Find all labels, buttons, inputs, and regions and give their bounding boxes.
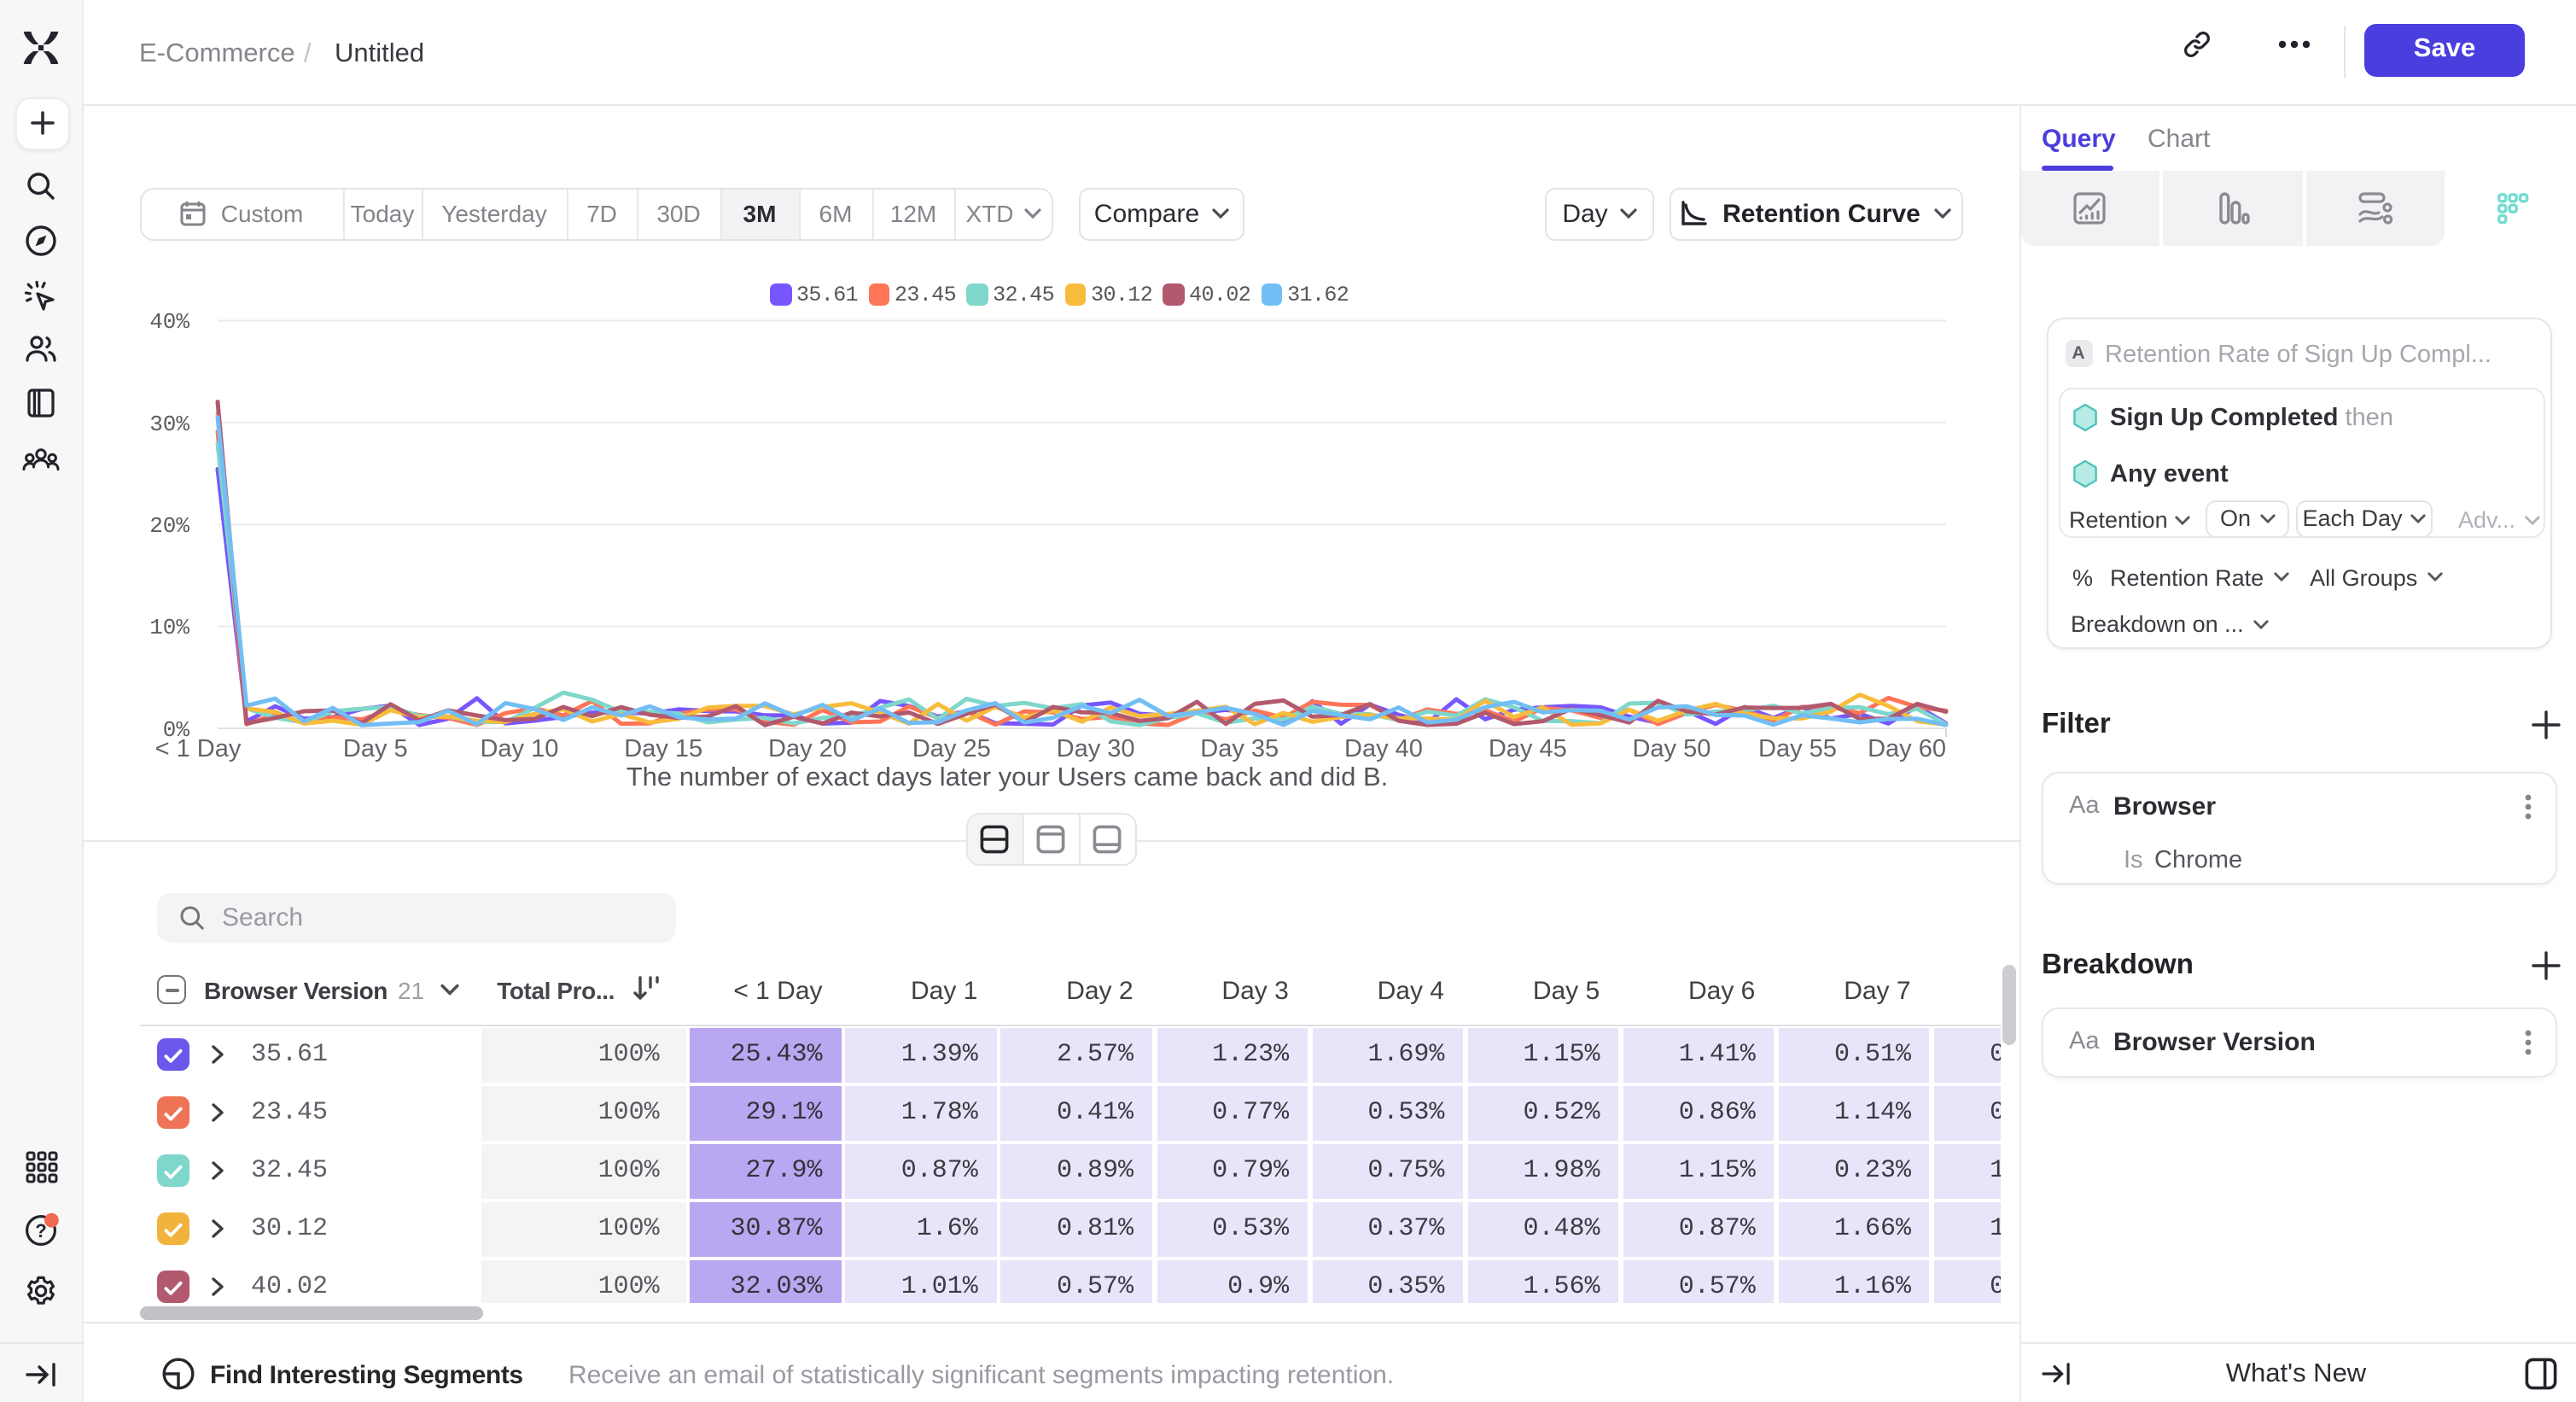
svg-text:< 1 Day: < 1 Day	[155, 735, 242, 762]
svg-text:20%: 20%	[149, 513, 189, 539]
svg-text:30%: 30%	[149, 412, 189, 437]
svg-text:Day 5: Day 5	[343, 735, 408, 762]
svg-text:?: ?	[35, 1220, 46, 1241]
svg-text:Day 10: Day 10	[480, 735, 558, 762]
svg-text:Day 60: Day 60	[1868, 735, 1946, 762]
svg-text:0%: 0%	[163, 717, 190, 743]
svg-text:40%: 40%	[149, 309, 189, 335]
svg-text:Day 35: Day 35	[1200, 735, 1279, 762]
svg-text:Day 55: Day 55	[1758, 735, 1837, 762]
svg-text:Day 20: Day 20	[768, 735, 847, 762]
svg-text:10%: 10%	[149, 615, 189, 640]
svg-text:Day 15: Day 15	[624, 735, 702, 762]
svg-text:Day 30: Day 30	[1057, 735, 1135, 762]
svg-text:Day 45: Day 45	[1489, 735, 1567, 762]
svg-text:Day 25: Day 25	[912, 735, 991, 762]
svg-text:Day 50: Day 50	[1632, 735, 1711, 762]
svg-text:Day 40: Day 40	[1344, 735, 1423, 762]
